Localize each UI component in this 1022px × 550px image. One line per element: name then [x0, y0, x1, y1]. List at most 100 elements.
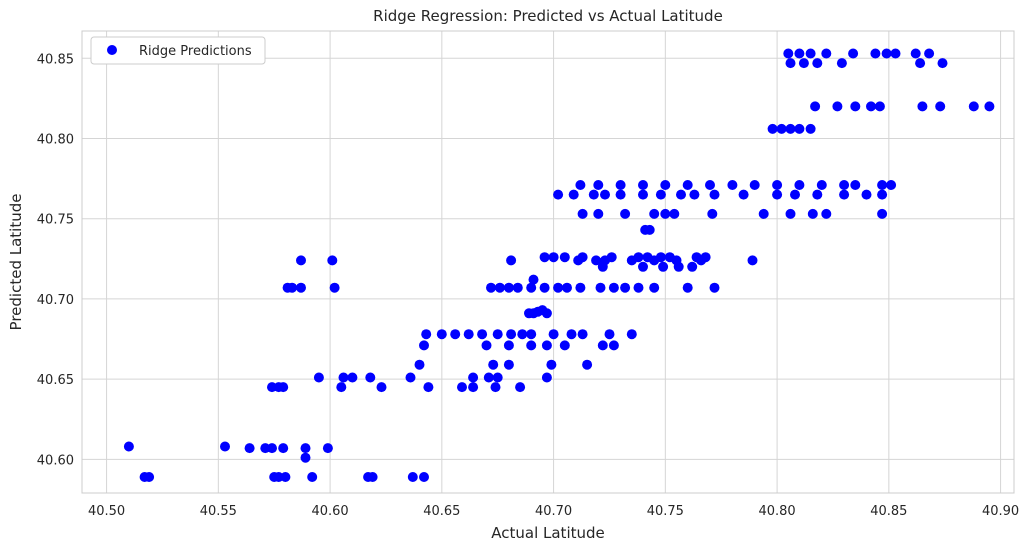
data-point	[915, 58, 926, 69]
data-point	[767, 123, 778, 134]
y-tick-labels: 40.60 40.65 40.70 40.75 40.80 40.85	[37, 52, 74, 468]
data-point	[407, 472, 418, 482]
data-point	[642, 252, 653, 263]
data-point	[655, 252, 666, 263]
data-point	[526, 340, 537, 351]
data-point	[638, 180, 648, 190]
data-point	[850, 101, 861, 112]
data-point	[539, 282, 550, 293]
data-point	[506, 255, 517, 266]
data-point	[620, 208, 631, 219]
data-point	[244, 443, 255, 454]
data-point	[329, 282, 340, 293]
data-point	[608, 282, 619, 293]
data-point	[968, 101, 979, 112]
data-point	[783, 48, 794, 59]
data-point	[638, 189, 648, 200]
data-point	[267, 443, 277, 454]
data-point	[597, 340, 608, 351]
data-point	[794, 123, 805, 134]
data-point	[517, 329, 528, 340]
x-tick-label: 40.55	[200, 504, 237, 519]
data-point	[874, 101, 885, 112]
data-point	[785, 58, 796, 69]
data-point	[347, 372, 358, 383]
data-point	[486, 282, 496, 293]
data-point	[807, 208, 818, 219]
data-point	[278, 443, 289, 454]
data-point	[604, 329, 615, 340]
data-point	[553, 282, 564, 293]
data-point	[805, 48, 816, 59]
data-point	[405, 372, 416, 383]
data-point	[870, 48, 881, 59]
data-point	[367, 472, 378, 482]
chart-title: Ridge Regression: Predicted vs Actual La…	[373, 7, 723, 25]
data-point	[794, 180, 805, 190]
data-point	[577, 252, 588, 263]
y-axis-label: Predicted Latitude	[7, 194, 25, 331]
data-point	[749, 180, 760, 190]
data-point	[924, 48, 935, 59]
data-point	[812, 189, 823, 200]
data-point	[541, 340, 552, 351]
y-tick-label: 40.65	[37, 373, 74, 388]
data-point	[421, 329, 432, 340]
data-point	[322, 443, 333, 454]
data-point	[615, 189, 626, 200]
data-point	[582, 359, 593, 370]
data-point	[307, 472, 318, 482]
data-point	[503, 340, 514, 351]
data-point	[144, 472, 155, 482]
data-point	[705, 180, 715, 190]
data-point	[278, 382, 289, 393]
data-point	[935, 101, 946, 112]
data-point	[776, 123, 787, 134]
data-point	[566, 329, 577, 340]
grid	[82, 31, 1014, 493]
data-point	[917, 101, 928, 112]
data-point	[810, 101, 821, 112]
data-point	[633, 282, 644, 293]
data-point	[794, 48, 805, 59]
data-point	[463, 329, 474, 340]
y-tick-label: 40.60	[37, 453, 74, 468]
data-point	[644, 224, 655, 235]
data-point	[296, 255, 306, 266]
data-point	[338, 372, 349, 383]
data-point	[682, 180, 693, 190]
data-point	[812, 58, 823, 69]
data-point	[608, 340, 619, 351]
data-point	[785, 208, 796, 219]
legend-box	[90, 36, 266, 65]
data-point	[562, 282, 572, 293]
data-point	[539, 252, 550, 263]
data-point	[839, 189, 850, 200]
plot-frame	[81, 30, 1015, 494]
data-point	[877, 180, 888, 190]
data-point	[747, 255, 758, 266]
data-point	[457, 382, 467, 393]
data-point	[689, 189, 700, 200]
legend: Ridge Predictions	[90, 36, 266, 65]
data-point	[336, 382, 347, 393]
data-point	[620, 282, 631, 293]
data-point	[798, 58, 809, 69]
data-point	[591, 255, 602, 266]
data-point	[649, 282, 660, 293]
data-point	[280, 472, 291, 482]
data-point	[606, 252, 617, 263]
data-point	[541, 372, 552, 383]
data-point	[490, 382, 501, 393]
data-point	[492, 329, 503, 340]
data-point	[660, 208, 671, 219]
data-point	[626, 329, 637, 340]
x-tick-label: 40.90	[982, 504, 1019, 519]
data-point	[506, 329, 517, 340]
x-axis-label: Actual Latitude	[491, 524, 605, 542]
data-point	[553, 189, 564, 200]
data-point	[785, 123, 796, 134]
data-point	[546, 359, 557, 370]
data-point	[848, 48, 859, 59]
